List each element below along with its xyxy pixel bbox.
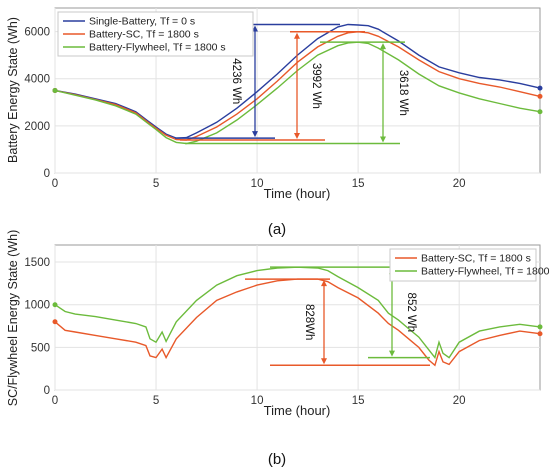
series-end-point (537, 85, 543, 91)
legend-label: Battery-SC, Tf = 1800 s (89, 29, 199, 41)
series-end-point (537, 331, 543, 337)
y-tick-label: 1000 (24, 300, 50, 312)
legend-label: Battery-Flywheel, Tf = 1800 s (89, 42, 226, 54)
ticks-a: 0 5 10 15 20 0 2000 4000 6000 (24, 27, 465, 190)
annotation-arrowhead-down (321, 358, 327, 365)
y-tick-label: 0 (44, 385, 50, 397)
x-tick-label: 5 (153, 395, 159, 407)
series-line (54, 41, 541, 145)
x-tick-label: 15 (352, 178, 365, 190)
annotations-b: 828Wh 852 Wh (245, 266, 430, 367)
y-tick-label: 500 (31, 342, 50, 354)
x-tick-label: 5 (153, 178, 159, 190)
legend-b: Battery-SC, Tf = 1800 sBattery-Flywheel,… (389, 248, 550, 282)
series-start-point (52, 319, 58, 325)
series-line (54, 266, 541, 360)
xlabel-b: Time (hour) (264, 403, 331, 418)
series-line (54, 23, 541, 139)
ticks-b: 0 5 10 15 20 0 500 1000 1500 (24, 257, 465, 407)
annotation-label: 3618 Wh (397, 70, 409, 116)
x-tick-label: 10 (251, 178, 264, 190)
ylabel-b: SC/Flywheel Energy State (Wh) (6, 230, 20, 406)
xlabel-a: Time (hour) (264, 186, 331, 201)
legend-box (389, 248, 537, 282)
annotation-arrowhead-down (380, 136, 386, 143)
x-tick-label: 20 (453, 395, 466, 407)
legend-label: Battery-Flywheel, Tf = 1800 s (421, 266, 550, 278)
panel-label-b: (b) (268, 451, 286, 468)
panel-label-a: (a) (268, 221, 286, 238)
annotation-label: 852 Wh (405, 293, 417, 333)
series-end-point (537, 324, 543, 330)
legend-label: Battery-SC, Tf = 1800 s (421, 253, 531, 265)
annotation-arrowhead-up (380, 43, 386, 50)
annotation-label: 828Wh (303, 304, 315, 340)
annotation-arrowhead-up (294, 32, 300, 39)
series-end-point (537, 93, 543, 99)
y-tick-label: 4000 (24, 74, 50, 86)
series-end-point (537, 109, 543, 115)
annotation-arrowhead-down (294, 133, 300, 139)
x-tick-label: 15 (352, 395, 365, 407)
sc-flywheel-energy-panel: 0 5 10 15 20 0 500 1000 1500 828Wh 852 Wh Battery… (6, 230, 550, 468)
annotations-a: 4236 Wh 3992 Wh 3618 Wh (175, 23, 409, 145)
series-a (52, 23, 543, 145)
annotation-arrowhead-down (389, 350, 395, 357)
x-tick-label: 0 (52, 178, 58, 190)
legend-label: Single-Battery, Tf = 0 s (89, 16, 195, 28)
series-start-point (52, 302, 58, 308)
annotation-arrowhead-down (252, 131, 258, 138)
x-tick-label: 10 (251, 395, 264, 407)
ylabel-a: Battery Energy State (Wh) (6, 17, 20, 163)
legend-box (57, 11, 254, 57)
x-tick-label: 20 (453, 178, 466, 190)
annotation-arrowhead-up (321, 280, 327, 287)
battery-energy-panel: 0 5 10 15 20 0 2000 4000 6000 4236 Wh 3992 Wh 3618… (6, 7, 543, 238)
y-tick-label: 2000 (24, 121, 50, 133)
annotation-label: 3992 Wh (310, 63, 322, 109)
annotation-label: 4236 Wh (230, 58, 242, 104)
x-tick-label: 0 (52, 395, 58, 407)
series-start-point (52, 88, 58, 93)
y-tick-label: 6000 (24, 27, 50, 39)
y-tick-label: 1500 (24, 257, 50, 269)
y-tick-label: 0 (44, 168, 50, 180)
series-line (54, 31, 541, 141)
